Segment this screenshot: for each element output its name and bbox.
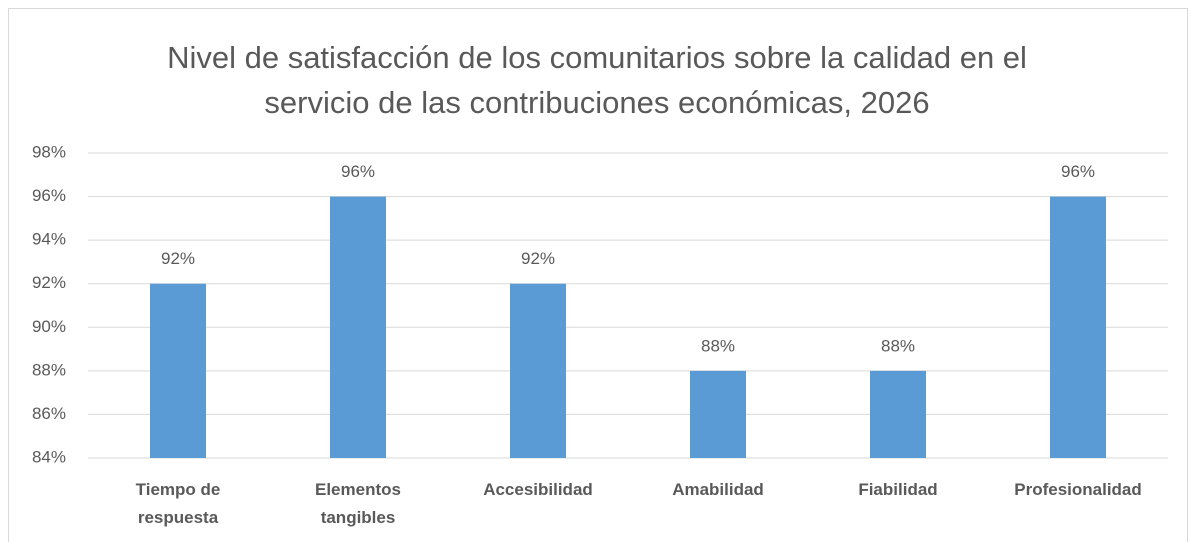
bar — [150, 283, 206, 458]
x-tick-label: Fiabilidad — [858, 480, 938, 499]
bar — [690, 370, 746, 458]
y-tick-label: 90% — [32, 317, 66, 336]
bar — [330, 196, 386, 459]
data-label: 88% — [701, 336, 735, 355]
x-tick-label: Elementos tangibles — [315, 480, 401, 527]
data-label: 92% — [521, 249, 555, 268]
y-tick-label: 92% — [32, 273, 66, 292]
y-tick-label: 98% — [32, 142, 66, 161]
chart-frame — [8, 8, 1188, 542]
bar — [870, 370, 926, 458]
y-tick-label: 86% — [32, 404, 66, 423]
y-tick-label: 94% — [32, 230, 66, 249]
y-tick-label: 96% — [32, 186, 66, 205]
data-label: 96% — [1061, 162, 1095, 181]
y-tick-label: 88% — [32, 360, 66, 379]
x-tick-label: Accesibilidad — [483, 480, 593, 499]
bar — [1050, 196, 1106, 459]
data-label: 96% — [341, 162, 375, 181]
x-tick-label: Tiempo de respuesta — [135, 480, 221, 527]
x-tick-label: Profesionalidad — [1014, 480, 1142, 499]
x-tick-label: Amabilidad — [672, 480, 764, 499]
y-tick-label: 84% — [32, 447, 66, 466]
bar — [510, 283, 566, 458]
chart-title: Nivel de satisfacción de los comunitario… — [167, 40, 1027, 120]
data-label: 88% — [881, 336, 915, 355]
data-label: 92% — [161, 249, 195, 268]
